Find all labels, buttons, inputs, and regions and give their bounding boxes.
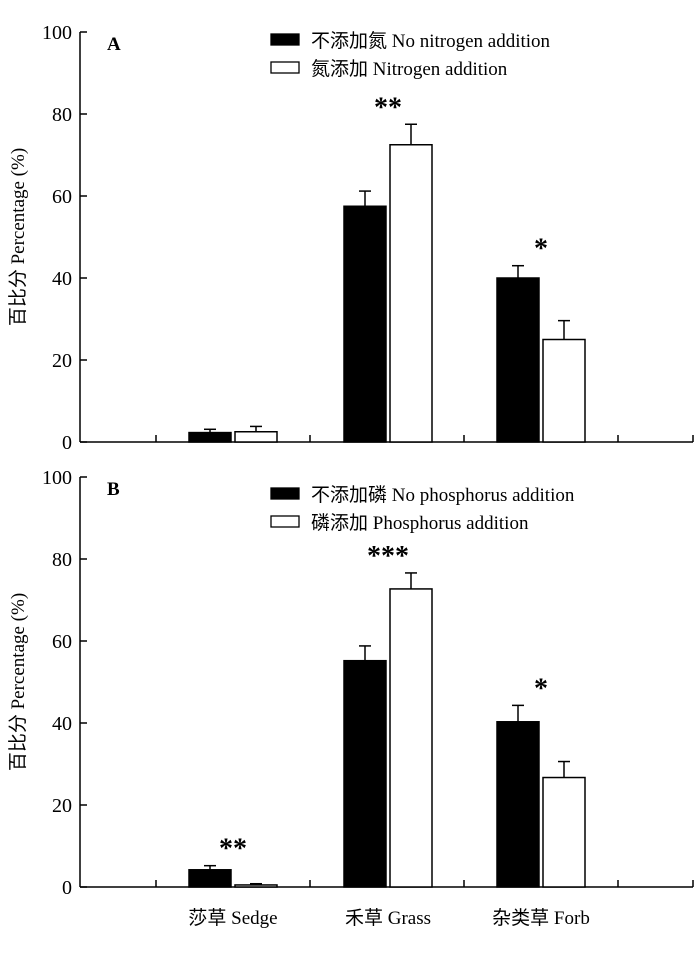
panel-letter: A	[107, 34, 121, 55]
y-tick-label: 80	[52, 549, 72, 571]
legend-label: 不添加磷 No phosphorus addition	[311, 484, 575, 506]
x-category-label: 禾草 Grass	[345, 907, 431, 929]
y-tick-label: 0	[62, 432, 72, 454]
bar	[389, 588, 433, 888]
bar	[343, 659, 387, 888]
bar	[389, 144, 433, 443]
bar	[542, 776, 586, 888]
y-tick-label: 0	[62, 877, 72, 899]
legend-swatch	[270, 33, 300, 46]
legend-swatch	[270, 61, 300, 74]
significance-label: **	[374, 92, 402, 123]
bar	[343, 205, 387, 443]
y-tick-label: 40	[52, 713, 72, 735]
panel-a: 0 20 40 60 80 100 百比分 Percentage (%) A 不添加氮 No n…	[7, 22, 694, 454]
y-axis-title: 百比分 Percentage (%)	[7, 148, 29, 326]
bar	[234, 431, 278, 443]
x-category-label: 莎草 Sedge	[188, 907, 277, 929]
y-tick-label: 20	[52, 795, 72, 817]
y-axis-title: 百比分 Percentage (%)	[7, 593, 29, 771]
bar	[234, 884, 278, 888]
x-category-labels: 莎草 Sedge 禾草 Grass 杂类草 Forb	[188, 907, 589, 929]
y-tick-label: 100	[42, 22, 72, 44]
significance-label: *	[534, 673, 548, 704]
bar	[188, 869, 232, 888]
y-tick-label: 40	[52, 268, 72, 290]
bar	[542, 338, 586, 443]
y-tick-label: 80	[52, 104, 72, 126]
panel-letter: B	[107, 479, 120, 500]
significance-label: ***	[367, 541, 409, 572]
panel-b: 0 20 40 60 80 100 百比分 Percentage (%) B 不添加磷 No p…	[7, 467, 694, 899]
legend-label: 磷添加 Phosphorus addition	[311, 512, 529, 534]
x-category-label: 杂类草 Forb	[492, 907, 590, 929]
legend-swatch	[270, 487, 300, 500]
y-tick-label: 60	[52, 186, 72, 208]
significance-label: **	[219, 834, 247, 865]
y-tick-label: 60	[52, 631, 72, 653]
legend-swatch	[270, 515, 300, 528]
legend-label: 不添加氮 No nitrogen addition	[311, 30, 551, 52]
significance-label: *	[534, 234, 548, 265]
bar	[496, 721, 540, 888]
legend-label: 氮添加 Nitrogen addition	[311, 58, 508, 80]
y-tick-label: 100	[42, 467, 72, 489]
bar	[188, 431, 232, 443]
y-tick-label: 20	[52, 350, 72, 372]
bar	[496, 277, 540, 443]
